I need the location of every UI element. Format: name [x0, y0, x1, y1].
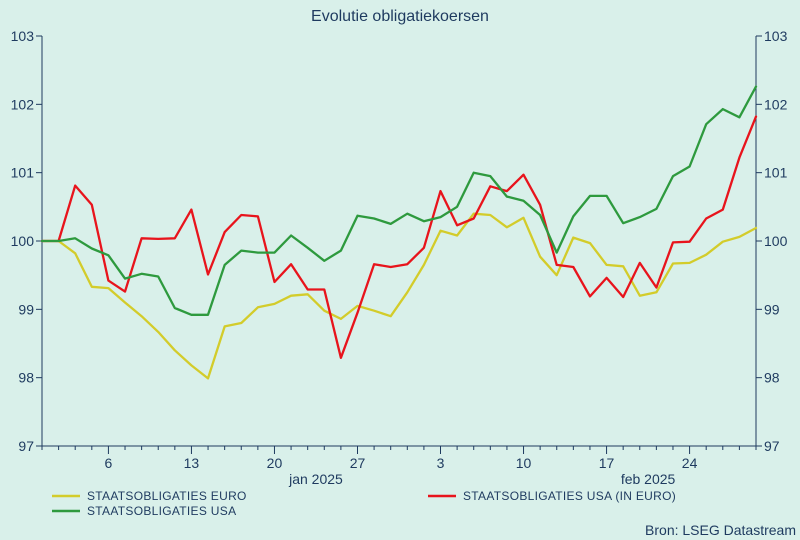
y-tick-label-right: 98: [764, 370, 780, 386]
series-layer: [40, 85, 758, 380]
y-tick-label-left: 100: [11, 233, 35, 249]
legend-item-usa: STAATSOBLIGATIES USA: [52, 504, 236, 518]
x-tick-label: 10: [516, 455, 532, 471]
y-tick-label-right: 102: [764, 96, 788, 112]
y-tick-label-right: 100: [764, 233, 788, 249]
y-tick-label-right: 97: [764, 438, 780, 454]
series-line-usa: [40, 85, 758, 316]
y-tick-label-right: 101: [764, 165, 788, 181]
legend-label-usa: STAATSOBLIGATIES USA: [87, 504, 236, 518]
legend: STAATSOBLIGATIES EURO STAATSOBLIGATIES U…: [52, 489, 676, 518]
chart-title: Evolutie obligatiekoersen: [311, 8, 489, 25]
legend-item-euro: STAATSOBLIGATIES EURO: [52, 489, 247, 503]
legend-item-usa-eur: STAATSOBLIGATIES USA (IN EURO): [428, 489, 676, 503]
x-month-label: feb 2025: [621, 471, 676, 487]
x-tick-label: 13: [184, 455, 200, 471]
x-tick-label: 6: [105, 455, 113, 471]
x-tick-label: 17: [599, 455, 615, 471]
legend-label-usa-eur: STAATSOBLIGATIES USA (IN EURO): [463, 489, 676, 503]
x-tick-label: 20: [267, 455, 283, 471]
legend-label-euro: STAATSOBLIGATIES EURO: [87, 489, 247, 503]
y-tick-label-left: 103: [11, 28, 35, 44]
y-tick-label-left: 97: [18, 438, 34, 454]
y-tick-label-left: 101: [11, 165, 35, 181]
x-tick-label: 3: [437, 455, 445, 471]
series-line-euro: [40, 212, 758, 380]
y-tick-label-left: 99: [18, 301, 34, 317]
y-tick-label-right: 103: [764, 28, 788, 44]
y-tick-label-left: 102: [11, 96, 35, 112]
y-tick-label-right: 99: [764, 301, 780, 317]
series-line-usa-eur: [40, 115, 758, 359]
source-note: Bron: LSEG Datastream: [645, 522, 796, 538]
x-month-label: jan 2025: [288, 471, 343, 487]
x-tick-label: 27: [350, 455, 366, 471]
y-tick-label-left: 98: [18, 370, 34, 386]
x-tick-label: 24: [682, 455, 698, 471]
